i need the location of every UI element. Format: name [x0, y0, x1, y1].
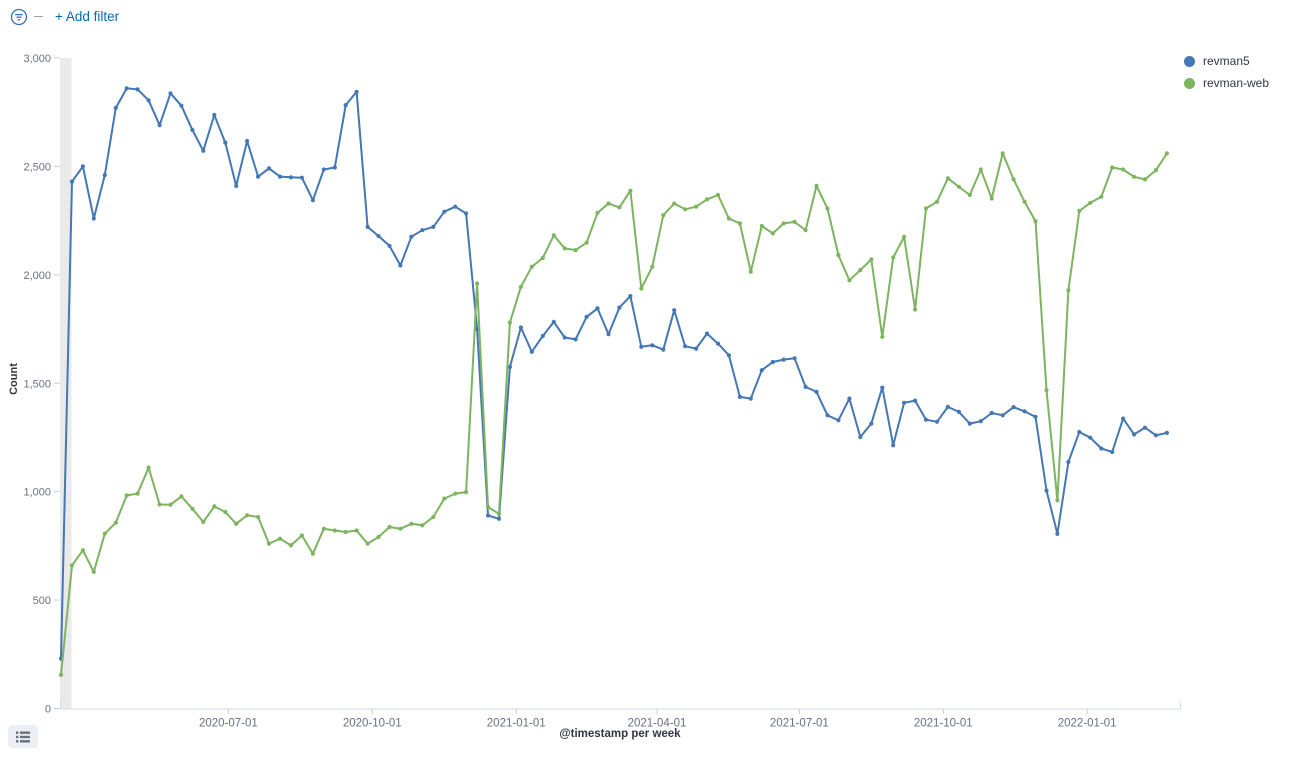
x-axis-title: @timestamp per week — [559, 728, 681, 740]
x-tick-label: 2020-07-01 — [199, 718, 258, 730]
chart-canvas[interactable]: 2020-07-01 2020-10-01 2021-01-01 2021-04-01… — [0, 33, 1305, 753]
filter-icon-button[interactable] — [10, 8, 28, 26]
partial-bucket-band — [60, 58, 72, 709]
filter-icon — [10, 8, 28, 25]
y-tick-label: 2,500 — [23, 161, 51, 173]
series-markers-revman-web — [58, 151, 1169, 678]
y-tick-label: 2,000 — [23, 270, 51, 282]
y-tick-label: 500 — [33, 595, 51, 607]
series-line-revman-web — [60, 152, 1168, 675]
y-tick-label: 0 — [45, 704, 51, 716]
legend-list-icon — [16, 731, 30, 742]
x-tick-label: 2020-10-01 — [343, 718, 402, 730]
x-tick-label: 2022-01-01 — [1058, 718, 1117, 730]
legend-label: revman5 — [1203, 54, 1250, 68]
series-line-revman5 — [60, 87, 1168, 659]
x-tick-label: 2021-07-01 — [770, 718, 829, 730]
legend-label: revman-web — [1203, 76, 1270, 90]
legend-color-dot — [1184, 55, 1195, 67]
y-tick-label: 1,500 — [23, 378, 51, 390]
line-chart-panel: 2020-07-01 2020-10-01 2021-01-01 2021-04-01… — [0, 33, 1305, 753]
y-axis-title: Count — [8, 363, 20, 395]
add-filter-button[interactable]: + Add filter — [55, 9, 120, 24]
legend-color-dot — [1184, 77, 1195, 89]
y-tick-label: 1,000 — [23, 487, 51, 499]
x-tick-label: 2021-10-01 — [914, 718, 973, 730]
x-tick-label: 2021-04-01 — [628, 718, 687, 730]
legend-item-revman5[interactable]: revman5 — [1184, 50, 1269, 72]
legend-item-revman-web[interactable]: revman-web — [1184, 72, 1269, 94]
legend-toggle-button[interactable] — [8, 725, 38, 748]
y-tick-label: 3,000 — [23, 53, 51, 65]
x-tick-label: 2021-01-01 — [487, 718, 546, 730]
series-markers-revman5 — [58, 86, 1169, 661]
chart-legend: revman5 revman-web — [1184, 50, 1269, 94]
filter-bar: + Add filter — [0, 0, 1305, 33]
pinned-filters-placeholder-dash — [34, 16, 43, 17]
